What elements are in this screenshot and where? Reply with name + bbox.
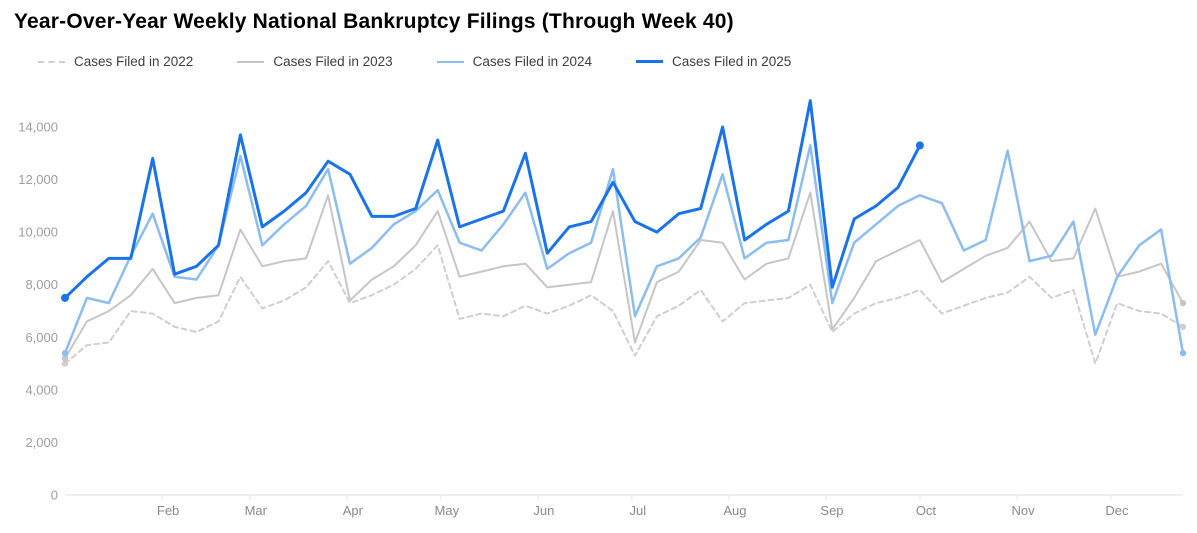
y-tick-label: 4,000 [25, 382, 58, 397]
legend-swatch-2022-dashed-line [38, 60, 65, 63]
series-2022 [61, 244, 1187, 367]
month-label: Dec [1105, 503, 1129, 518]
month-label: Aug [723, 503, 746, 518]
legend-label-2025: Cases Filed in 2025 [671, 54, 792, 69]
chart-header: Year-Over-Year Weekly National Bankruptc… [0, 0, 1197, 69]
series-line-2024 [63, 144, 1185, 355]
series-line-2025 [63, 99, 922, 300]
y-tick-label: 6,000 [25, 330, 58, 345]
legend-label-2022: Cases Filed in 2022 [74, 54, 194, 69]
legend-swatch-2024-line [436, 60, 464, 63]
series-endpoint-2025 [61, 293, 69, 302]
legend: Cases Filed in 2022 Cases Filed in 2023 … [38, 54, 1197, 69]
series-2024 [61, 144, 1187, 357]
series-line-2022 [64, 244, 1184, 365]
series-endpoint-2023 [61, 355, 69, 362]
y-tick-label: 8,000 [25, 277, 58, 292]
month-label: Apr [343, 503, 364, 518]
series-endpoint-2024 [1179, 349, 1187, 357]
legend-item-2023[interactable]: Cases Filed in 2023 [237, 54, 393, 69]
month-label: Jul [630, 503, 647, 518]
month-label: Mar [245, 503, 268, 518]
legend-item-2022[interactable]: Cases Filed in 2022 [38, 54, 193, 69]
series-endpoint-2023 [1179, 299, 1187, 307]
y-axis-tick-labels: 0 2,000 4,000 6,000 8,000 10,000 12,000 14,000 [18, 120, 58, 503]
legend-swatch-2025-line [635, 60, 663, 63]
y-tick-label: 2,000 [25, 435, 58, 450]
y-tick-label: 12,000 [18, 172, 58, 187]
legend-item-2024[interactable]: Cases Filed in 2024 [436, 54, 592, 69]
legend-label-2023: Cases Filed in 2023 [273, 54, 393, 69]
legend-label-2024: Cases Filed in 2024 [472, 54, 592, 69]
month-label: Oct [916, 503, 937, 518]
series-2025 [61, 99, 924, 302]
y-tick-label: 0 [51, 488, 58, 503]
series-endpoint-2025 [915, 141, 924, 150]
series-endpoint-2022 [1179, 323, 1187, 330]
series-line-2023 [64, 191, 1184, 360]
x-axis-month-labels: Feb Mar Apr May Jun Jul Aug Sep Oct Nov Dec [157, 495, 1129, 518]
month-label: Nov [1011, 503, 1035, 518]
legend-swatch-2023-line [237, 60, 265, 63]
y-tick-label: 10,000 [18, 225, 58, 240]
series-endpoint-2024 [61, 349, 69, 357]
legend-item-2025[interactable]: Cases Filed in 2025 [635, 54, 792, 69]
series-endpoint-2022 [61, 360, 69, 367]
y-tick-label: 14,000 [18, 120, 58, 135]
month-label: Sep [820, 503, 843, 518]
month-label: Feb [157, 503, 179, 518]
series-2023 [61, 191, 1187, 362]
month-label: Jun [533, 503, 554, 518]
month-label: May [435, 503, 460, 518]
chart-title: Year-Over-Year Weekly National Bankruptc… [14, 10, 734, 33]
